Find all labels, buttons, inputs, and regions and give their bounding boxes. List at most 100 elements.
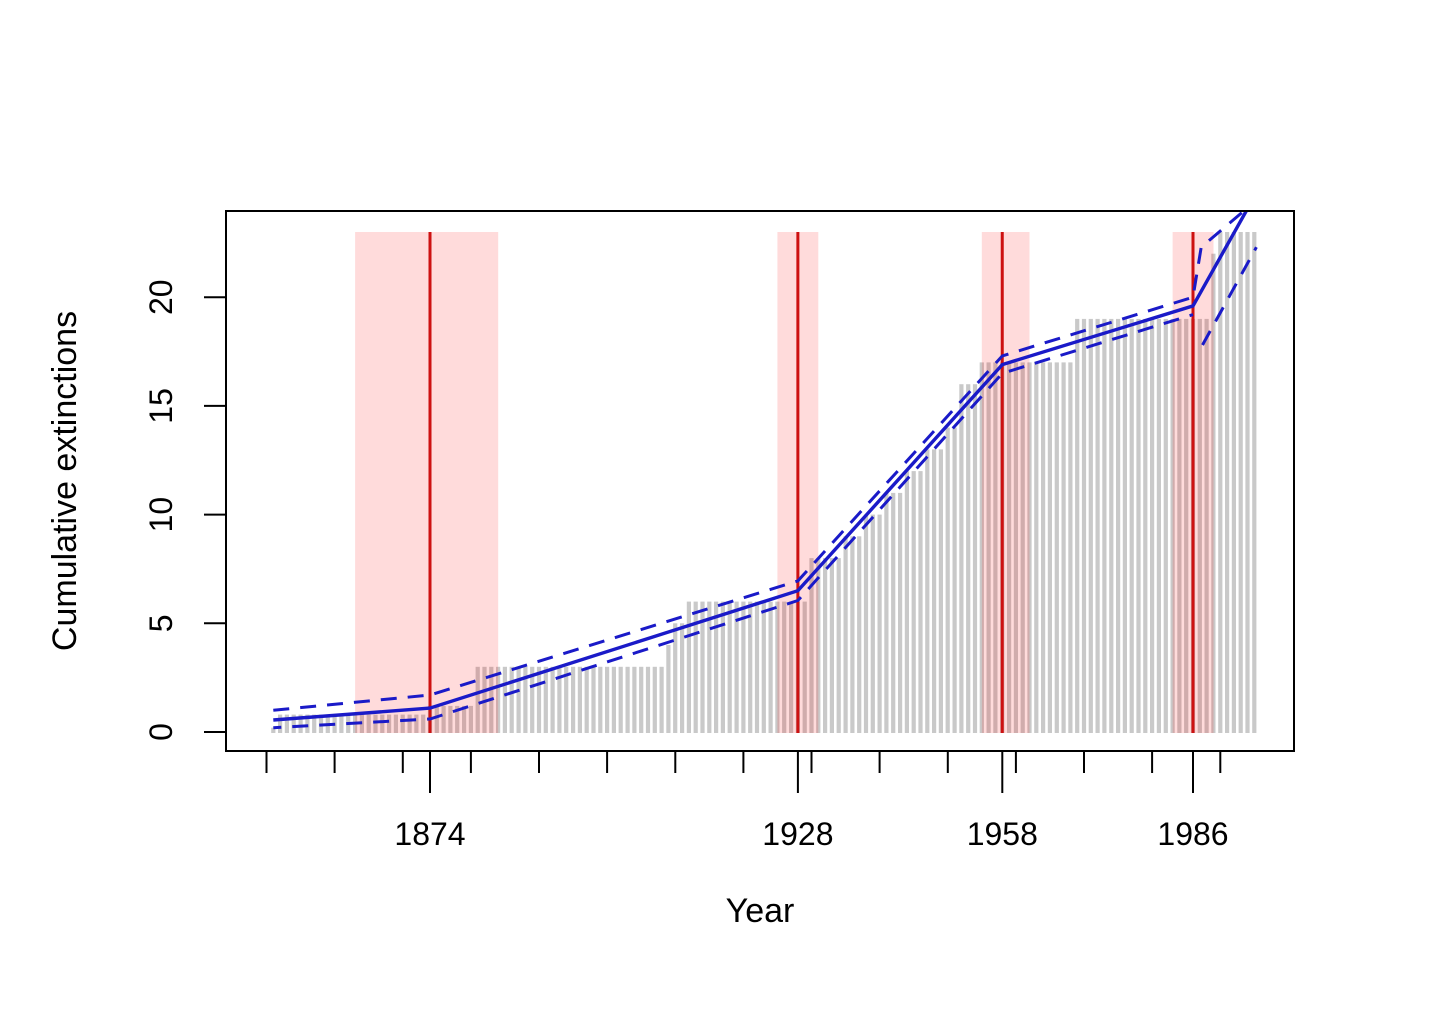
- bar-year-1948: [932, 449, 937, 733]
- plot-border: [225, 210, 1295, 752]
- bar-year-1982: [1163, 318, 1168, 733]
- bar-year-1913: [693, 601, 698, 733]
- bar-year-1954: [972, 384, 978, 733]
- bar-year-1990: [1218, 232, 1223, 733]
- bar-year-1917: [720, 601, 725, 733]
- bar-year-1916: [714, 601, 719, 733]
- bar-year-1934: [836, 558, 841, 733]
- bar-year-1873: [421, 714, 426, 733]
- bar-year-1950: [945, 427, 950, 733]
- bar-year-1880: [468, 705, 473, 733]
- bar-year-1865: [366, 714, 371, 733]
- bar-year-1853: [284, 714, 289, 733]
- bar-year-1955: [979, 362, 984, 733]
- bar-year-1970: [1081, 318, 1087, 733]
- bar-year-1914: [700, 601, 705, 733]
- bar-year-1978: [1136, 318, 1141, 733]
- bar-year-1895: [571, 666, 576, 733]
- ci-line-lower-post-break: [1201, 246, 1258, 346]
- breakpoint-bands-layer: [355, 232, 1214, 733]
- x-tick-label-1958: 1958: [967, 816, 1038, 852]
- bar-year-1870: [400, 714, 405, 733]
- bar-year-1907: [652, 666, 657, 733]
- y-axis-title: Cumulative extinctions: [46, 311, 84, 651]
- bar-year-1937: [857, 536, 862, 733]
- bar-year-1993: [1238, 232, 1243, 733]
- bar-year-1942: [891, 492, 896, 733]
- bar-year-1952: [959, 384, 964, 733]
- bar-year-1878: [455, 705, 460, 733]
- bar-year-1930: [809, 558, 814, 733]
- bar-year-1969: [1075, 318, 1080, 733]
- bar-year-1920: [741, 601, 746, 733]
- bar-year-1867: [380, 714, 385, 733]
- y-tick-label-5: 5: [143, 614, 179, 632]
- bar-year-1960: [1013, 362, 1018, 733]
- bar-year-1881: [475, 666, 480, 733]
- bar-year-1896: [577, 666, 582, 733]
- bar-year-1976: [1122, 318, 1127, 733]
- bar-year-1884: [496, 666, 501, 733]
- bar-year-1961: [1020, 362, 1025, 733]
- bar-year-1979: [1143, 318, 1148, 733]
- bar-year-1929: [802, 601, 807, 733]
- bar-year-1877: [448, 705, 453, 733]
- bar-year-1893: [557, 666, 562, 733]
- bar-year-1851: [271, 727, 276, 733]
- bar-year-1941: [884, 492, 889, 733]
- bar-year-1919: [734, 601, 739, 733]
- bar-year-1927: [789, 601, 794, 733]
- bar-year-1947: [925, 449, 930, 733]
- y-tick-label-10: 10: [143, 497, 179, 533]
- fit-line-solid: [273, 211, 1249, 722]
- bar-year-1918: [727, 601, 732, 733]
- bar-year-1856: [305, 714, 310, 733]
- bar-year-1959: [1007, 362, 1012, 733]
- bar-year-1899: [598, 666, 603, 733]
- bar-year-1972: [1095, 318, 1100, 733]
- bar-year-1890: [536, 666, 542, 733]
- bar-year-1926: [782, 601, 787, 733]
- bar-year-1963: [1034, 362, 1039, 733]
- bar-year-1889: [530, 666, 535, 733]
- bar-year-1964: [1041, 362, 1046, 733]
- bar-year-1989: [1211, 253, 1216, 733]
- bar-year-1921: [748, 601, 753, 733]
- bar-year-1987: [1197, 318, 1202, 733]
- bar-year-1876: [441, 705, 446, 733]
- x-tick-label-1986: 1986: [1157, 816, 1228, 852]
- bar-year-1904: [632, 666, 637, 733]
- bar-year-1973: [1102, 318, 1107, 733]
- bar-year-1946: [918, 471, 923, 733]
- bar-year-1857: [312, 714, 317, 733]
- bar-year-1879: [462, 705, 467, 733]
- y-tick-label-15: 15: [143, 388, 179, 424]
- bar-year-1983: [1170, 318, 1175, 733]
- bar-year-1923: [761, 601, 766, 733]
- bar-year-1887: [516, 666, 521, 733]
- ci-line-lower: [273, 313, 1194, 730]
- bar-year-1871: [407, 714, 412, 733]
- bar-year-1949: [938, 449, 943, 733]
- bar-year-1967: [1061, 362, 1066, 733]
- bar-year-1903: [625, 666, 630, 733]
- bar-year-1995: [1252, 232, 1257, 733]
- bar-year-1939: [870, 514, 875, 733]
- bar-year-1905: [639, 666, 644, 733]
- y-tick-label-20: 20: [143, 279, 179, 315]
- bar-year-1977: [1129, 318, 1134, 733]
- bar-year-1968: [1068, 362, 1073, 733]
- bar-year-1855: [298, 714, 303, 733]
- breakpoint-band-1874: [355, 232, 499, 733]
- bar-year-1971: [1088, 318, 1093, 733]
- bar-year-1975: [1116, 318, 1121, 733]
- bar-year-1900: [605, 666, 610, 733]
- bar-year-1892: [550, 666, 555, 733]
- bar-year-1915: [707, 601, 712, 733]
- bar-year-1943: [898, 492, 903, 733]
- bar-year-1940: [877, 514, 882, 733]
- y-tick-label-0: 0: [143, 723, 179, 741]
- bar-year-1992: [1231, 232, 1236, 733]
